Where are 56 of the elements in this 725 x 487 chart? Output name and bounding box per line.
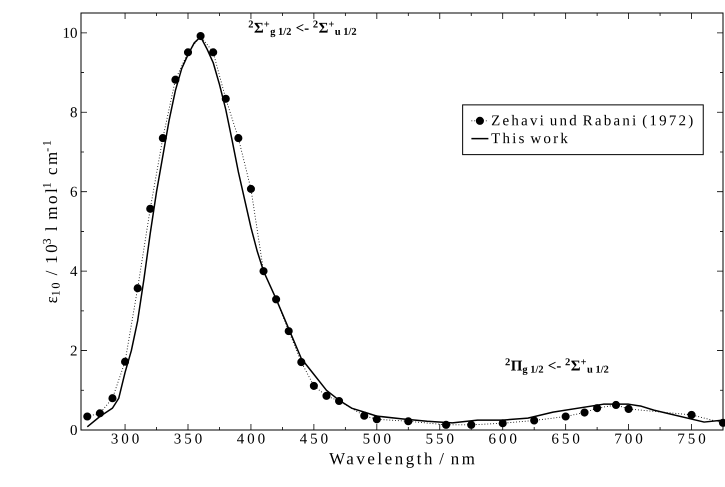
- point: [442, 420, 450, 429]
- point: [297, 358, 306, 366]
- x-tick-label: 5 0 0: [364, 434, 390, 444]
- point: [310, 382, 318, 390]
- y-tick-label: 8: [70, 107, 77, 118]
- x-tick-label: 6 0 0: [489, 434, 516, 444]
- point: [593, 404, 602, 412]
- point: [272, 295, 280, 304]
- point: [404, 417, 412, 426]
- point: [467, 420, 476, 429]
- point: [158, 134, 167, 142]
- legend-label: This work: [491, 132, 568, 144]
- point: [687, 410, 696, 419]
- x-tick-label: 7 0 0: [615, 434, 642, 444]
- point: [83, 412, 92, 421]
- x-tick-label: 3 5 0: [174, 434, 202, 444]
- point: [171, 76, 180, 84]
- point: [284, 327, 293, 336]
- point: [360, 412, 368, 420]
- y-tick-label: 10: [64, 28, 77, 38]
- point: [372, 415, 381, 424]
- point: [209, 48, 218, 56]
- point: [322, 392, 331, 400]
- x-tick-label: 7 5 0: [678, 434, 706, 444]
- legend-label: Zehavi und Rabani (1972): [492, 114, 693, 128]
- point: [246, 184, 255, 193]
- point: [580, 408, 589, 417]
- point: [184, 48, 192, 56]
- point: [624, 404, 633, 413]
- point: [530, 416, 538, 425]
- x-tick-label: 4 5 0: [300, 434, 328, 444]
- point: [562, 412, 570, 421]
- point: [222, 94, 230, 103]
- y-tick-label: 6: [70, 186, 78, 197]
- point: [196, 32, 205, 40]
- point: [335, 396, 344, 406]
- x-tick-label: 3 0 0: [112, 434, 139, 444]
- point: [96, 409, 104, 418]
- y-axis-title: ε$_{10}$ / 10$^{3}$ l mol$^{1}$ cm$^{-1}$: [42, 140, 60, 303]
- x-axis-title: Wavelength / nm: [329, 452, 475, 468]
- point: [134, 284, 142, 292]
- x-tick-label: 4 0 0: [237, 434, 265, 444]
- point: [121, 358, 130, 366]
- point: [259, 267, 268, 276]
- annotation: $^{2}$Π$_{g 1/2}$ <- $^{2}$Σ$^{+}$u 1/2: [505, 358, 608, 375]
- y-tick-label: 0: [70, 424, 77, 436]
- x-tick-label: 6 5 0: [552, 434, 580, 444]
- x-tick-label: 5 5 0: [426, 434, 454, 444]
- y-tick-label: 2: [70, 346, 77, 356]
- point: [498, 419, 507, 428]
- point: [234, 134, 242, 142]
- text: $^{2}$Σ$^{+}$$_{g 1/2}$ <- $^{2}$Σ$^{+}$u 1/2: [248, 20, 356, 38]
- point: [146, 204, 154, 213]
- point: [612, 400, 620, 410]
- y-tick-label: 4: [70, 266, 78, 276]
- point: [108, 394, 117, 402]
